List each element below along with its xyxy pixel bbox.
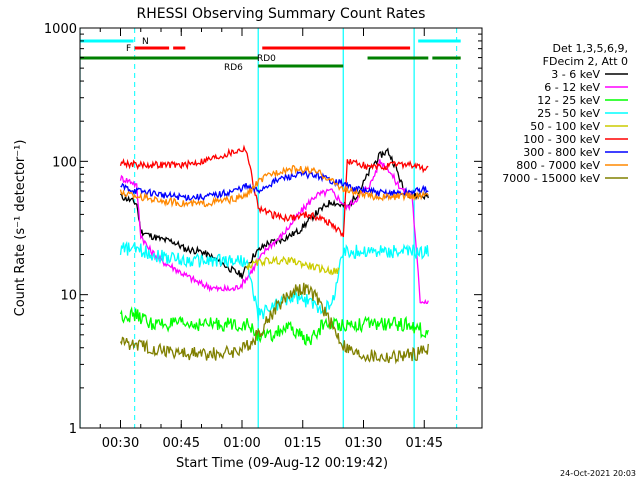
decim6-label: RD6 <box>224 63 243 73</box>
legend: Det 1,3,5,6,9,FDecim 2, Att 03 - 6 keV6 … <box>502 42 628 185</box>
plot-content <box>80 28 461 428</box>
x-tick-label-0: 00:30 <box>102 436 139 451</box>
series-line-3 <box>119 240 429 321</box>
x-axis-label: Start Time (09-Aug-12 00:19:42) <box>176 456 388 471</box>
legend-header-0: Det 1,3,5,6,9, <box>552 42 628 55</box>
series-line-8 <box>119 282 429 365</box>
y-axis-label: Count Rate (s⁻¹ detector⁻¹) <box>13 140 28 317</box>
legend-label-4: 50 - 100 keV <box>530 120 600 133</box>
legend-header-1: FDecim 2, Att 0 <box>543 55 628 68</box>
chart-title: RHESSI Observing Summary Count Rates <box>137 6 426 22</box>
plot-frame <box>79 27 483 429</box>
series-line-4 <box>245 255 340 276</box>
x-tick-label-4: 01:30 <box>345 436 382 451</box>
legend-label-6: 300 - 800 keV <box>523 146 600 159</box>
x-tick-label-5: 01:45 <box>406 436 443 451</box>
flare_flag-label: F <box>126 44 131 54</box>
decim0-label: RD0 <box>257 54 276 64</box>
y-tick-label-1: 10 <box>60 289 77 304</box>
axes: 1 10 100 1000 00:30 00:45 01:00 01:15 01:30 01:45 <box>44 22 482 451</box>
y-tick-label-2: 100 <box>52 155 77 170</box>
series-line-7 <box>119 164 429 208</box>
legend-label-7: 800 - 7000 keV <box>516 159 600 172</box>
x-tick-label-2: 01:00 <box>223 436 260 451</box>
footer-timestamp: 24-Oct-2021 20:03 <box>560 469 636 478</box>
legend-label-5: 100 - 300 keV <box>523 133 600 146</box>
series-line-5 <box>119 144 429 238</box>
x-tick-label-1: 00:45 <box>163 436 200 451</box>
attenuator_top-label: N <box>142 37 149 47</box>
legend-label-2: 12 - 25 keV <box>537 94 600 107</box>
series-line-2 <box>119 306 429 346</box>
y-tick-label-0: 1 <box>69 422 77 437</box>
legend-label-0: 3 - 6 keV <box>551 68 600 81</box>
x-tick-label-3: 01:15 <box>284 436 321 451</box>
series-line-0 <box>119 147 429 279</box>
y-tick-label-3: 1000 <box>44 22 77 37</box>
legend-label-8: 7000 - 15000 keV <box>502 172 600 185</box>
series-line-6 <box>120 170 429 202</box>
legend-label-3: 25 - 50 keV <box>537 107 600 120</box>
plot-area: N F RD0 RD6 <box>80 28 461 428</box>
legend-label-1: 6 - 12 keV <box>544 81 600 94</box>
